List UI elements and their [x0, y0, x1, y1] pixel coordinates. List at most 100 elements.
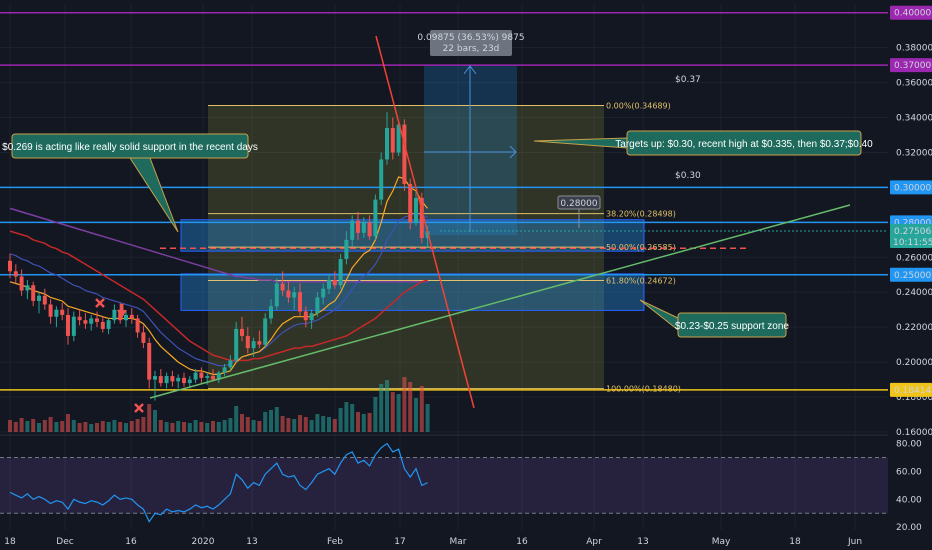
volume-bar: [402, 377, 407, 432]
y-tick-label: 0.36000: [896, 79, 932, 89]
volume-bar: [298, 415, 302, 432]
volume-bar: [344, 402, 349, 432]
volume-bar: [379, 384, 384, 432]
volume-bar: [129, 421, 134, 432]
level-0.37000-badge: [890, 58, 932, 73]
volume-bar: [112, 420, 117, 432]
volume-bar: [356, 412, 360, 432]
annotation-support-269[interactable]: $0.269 is acting like really solid suppo…: [2, 133, 258, 233]
x-tick-label: 13: [246, 537, 257, 547]
volume-bar: [100, 421, 105, 432]
candle-body: [222, 367, 227, 373]
volume-bar: [187, 423, 192, 432]
volume-bar: [332, 419, 337, 432]
candle-body: [100, 321, 105, 329]
candle-body: [13, 271, 18, 277]
volume-bar: [31, 419, 36, 432]
candle-body: [327, 280, 331, 289]
volume-bar: [396, 394, 401, 432]
candle-body: [373, 199, 378, 237]
candle-body: [153, 376, 157, 380]
volume-bar: [193, 420, 198, 432]
candle-body: [112, 309, 117, 321]
candle-body: [257, 341, 262, 345]
price-tag-label: 0.28000: [560, 199, 597, 209]
candle-body: [187, 379, 192, 384]
volume-bar: [385, 380, 389, 432]
annotation-box: [11, 133, 249, 159]
volume-bar: [234, 406, 239, 432]
candle-body: [77, 316, 82, 321]
annotation-text: $0.23-$0.25 support zone: [675, 321, 789, 332]
level-0.37000-label: 0.37000: [894, 61, 931, 71]
volume-bar: [141, 417, 146, 432]
rsi-band: [0, 457, 888, 514]
x-tick-label: 18: [4, 537, 16, 547]
x-tick-label: 17: [394, 537, 405, 547]
candle-body: [263, 318, 268, 345]
x-tick-label: 16: [125, 537, 137, 547]
level-0.18414-badge: [890, 382, 932, 397]
x-tick-label: 18: [789, 537, 801, 547]
level-0.40000-label: 0.40000: [894, 9, 931, 19]
annotation-text: $0.269 is acting like really solid suppo…: [2, 142, 258, 153]
x-tick-label: Jun: [847, 537, 862, 547]
candle-body: [298, 292, 302, 312]
rsi-tick-label: 60.00: [896, 467, 922, 477]
y-tick-label: 0.22000: [896, 323, 932, 333]
candle-body: [361, 222, 366, 233]
volume-bar: [408, 382, 413, 432]
volume-bar: [164, 422, 169, 432]
volume-bar: [292, 419, 297, 432]
candle-body: [286, 290, 291, 298]
volume-bar: [60, 421, 65, 432]
volume-bar: [48, 417, 53, 432]
down-arrow-stem: [120, 304, 124, 310]
volume-bar: [8, 420, 12, 432]
candle-body: [129, 314, 134, 319]
candle-body: [141, 332, 146, 343]
volume-bar: [303, 417, 308, 432]
candle-body: [8, 260, 12, 272]
candle-body: [106, 320, 111, 329]
volume-bar: [263, 412, 268, 432]
volume-bar: [205, 423, 210, 432]
candle-body: [147, 342, 152, 380]
volume-bar: [216, 422, 221, 432]
volume-bar: [89, 424, 94, 432]
volume-bar: [245, 417, 250, 432]
y-tick-label: 0.20000: [896, 358, 932, 368]
candle-body: [60, 309, 65, 315]
candle-body: [338, 259, 343, 286]
candle-body: [303, 311, 308, 321]
x-tick-label: Apr: [586, 537, 602, 547]
candle-body: [83, 320, 88, 324]
annotation-text: Targets up: $0.30, recent high at $0.335…: [615, 139, 873, 150]
resistance-trend-line[interactable]: [375, 35, 475, 409]
x-tick-label: 2020: [192, 537, 215, 547]
candle-body: [124, 314, 128, 321]
volume-bar: [77, 423, 82, 432]
volume-bar: [315, 414, 320, 432]
candle-body: [135, 318, 140, 333]
annotation-support-zone[interactable]: $0.23-$0.25 support zone: [639, 299, 789, 338]
sell-x-marker: [95, 298, 105, 308]
measure-label-line2: 22 bars, 23d: [443, 44, 500, 54]
volume-bar: [367, 413, 372, 432]
support-trend-line[interactable]: [149, 204, 851, 399]
annotation-box: [677, 312, 787, 338]
candle-body: [332, 280, 337, 286]
level-0.40000-badge: [890, 5, 932, 20]
volume-bar: [147, 404, 152, 432]
candle-body: [37, 295, 41, 301]
candle-body: [385, 128, 389, 160]
candle-body: [390, 128, 395, 153]
annotation-targets[interactable]: Targets up: $0.30, recent high at $0.335…: [533, 130, 873, 156]
candle-body: [240, 328, 244, 336]
volume-bar: [95, 423, 99, 432]
x-tick-label: 16: [516, 537, 528, 547]
candle-body: [251, 341, 256, 349]
volume-bar: [25, 421, 30, 432]
x-tick-label: Mar: [450, 537, 467, 547]
